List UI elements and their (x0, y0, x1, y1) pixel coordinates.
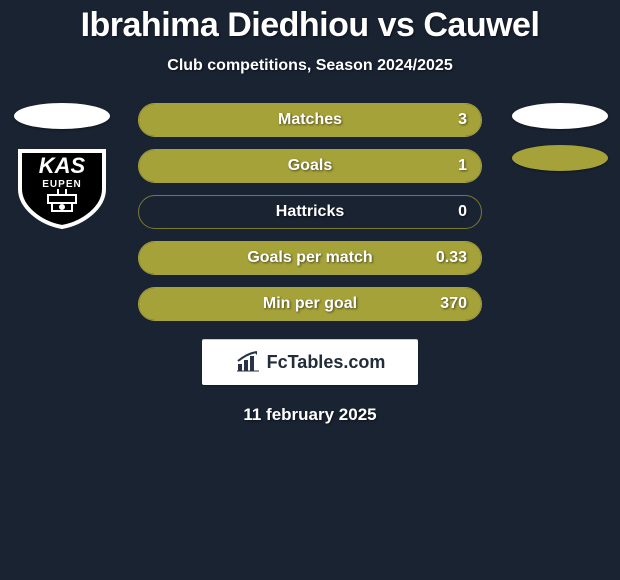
stat-bar-label: Matches (278, 111, 342, 129)
right-ellipse-bottom (512, 145, 608, 171)
right-column (512, 103, 608, 171)
badge-text: KAS (39, 153, 86, 178)
shield-icon: KAS EUPEN (12, 145, 112, 229)
comparison-infographic: Ibrahima Diedhiou vs Cauwel Club competi… (0, 0, 620, 580)
stat-bar-label: Goals per match (247, 249, 372, 267)
stat-bar-label: Hattricks (276, 203, 344, 221)
stat-bar: Min per goal 370 (138, 287, 482, 321)
stat-bar-value: 0 (458, 203, 467, 221)
stat-bar: Matches 3 (138, 103, 482, 137)
content-area: KAS EUPEN Matches 3 Goals 1 Hattricks 0 Goals … (0, 103, 620, 321)
stat-bar: Goals 1 (138, 149, 482, 183)
left-ellipse (14, 103, 110, 129)
stat-bar-value: 1 (458, 157, 467, 175)
stat-bar: Hattricks 0 (138, 195, 482, 229)
stat-bar: Goals per match 0.33 (138, 241, 482, 275)
stat-bars: Matches 3 Goals 1 Hattricks 0 Goals per match 0… (138, 103, 482, 321)
stat-bar-label: Goals (288, 157, 332, 175)
brand-badge: FcTables.com (202, 339, 418, 385)
stat-bar-value: 3 (458, 111, 467, 129)
team-badge: KAS EUPEN (12, 145, 112, 229)
bar-chart-icon (235, 350, 261, 374)
brand-text: FcTables.com (267, 352, 386, 373)
left-column: KAS EUPEN (12, 103, 112, 229)
badge-subtext: EUPEN (42, 179, 81, 190)
stat-bar-value: 370 (440, 295, 467, 313)
stat-bar-label: Min per goal (263, 295, 357, 313)
footer-date: 11 february 2025 (0, 405, 620, 425)
right-ellipse-top (512, 103, 608, 129)
stat-bar-value: 0.33 (436, 249, 467, 267)
page-subtitle: Club competitions, Season 2024/2025 (0, 57, 620, 75)
page-title: Ibrahima Diedhiou vs Cauwel (0, 6, 620, 45)
